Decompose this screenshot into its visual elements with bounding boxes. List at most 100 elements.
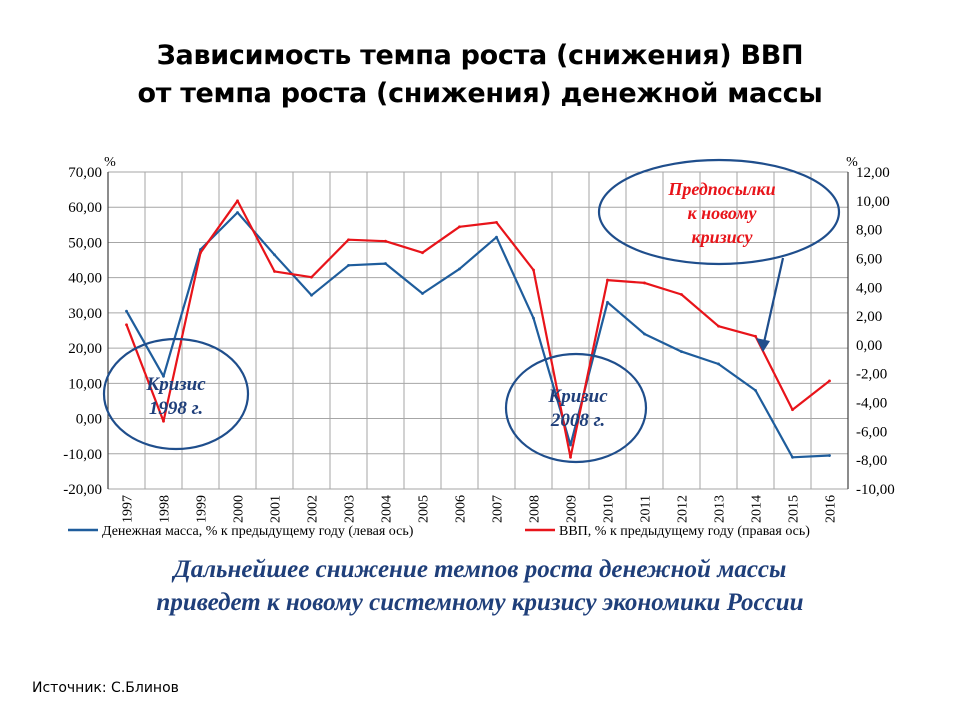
- x-tick-label: 2000: [232, 495, 247, 523]
- x-tick-label: 2011: [639, 495, 654, 522]
- gdp-point: [384, 239, 387, 243]
- x-tick-label: 2010: [602, 495, 617, 523]
- gdp-point: [458, 225, 461, 229]
- source-text: Источник: С.Блинов: [32, 680, 179, 696]
- gdp-point: [569, 455, 572, 459]
- money-supply-point: [791, 455, 794, 459]
- left-tick-label: -10,00: [63, 447, 102, 463]
- x-tick-label: 2014: [750, 495, 765, 523]
- right-tick-label: 4,00: [856, 280, 882, 296]
- money-supply-point: [125, 309, 128, 313]
- left-tick-label: 0,00: [76, 412, 102, 428]
- legend-label-money-supply: Денежная масса, % к предыдущему году (ле…: [102, 524, 414, 539]
- new-crisis-label-2: к новому: [687, 203, 757, 223]
- gdp-point: [125, 323, 128, 327]
- money-supply-point: [347, 263, 350, 267]
- left-axis-unit: %: [104, 155, 116, 170]
- right-tick-label: -6,00: [856, 424, 887, 440]
- gdp-point: [199, 251, 202, 255]
- gdp-point: [162, 419, 165, 423]
- money-supply-point: [458, 267, 461, 271]
- gdp-point: [236, 199, 239, 203]
- right-axis-unit: %: [846, 155, 858, 170]
- gdp-point: [717, 324, 720, 328]
- money-supply-point: [606, 300, 609, 304]
- right-tick-label: -2,00: [856, 367, 887, 383]
- left-tick-label: 40,00: [68, 271, 102, 287]
- right-tick-label: 8,00: [856, 223, 882, 239]
- x-tick-label: 2012: [676, 495, 691, 523]
- money-supply-point: [384, 262, 387, 265]
- money-supply-point: [828, 454, 831, 457]
- crisis-2008-label-2: 2008 г.: [550, 410, 605, 431]
- right-tick-label: 12,00: [856, 165, 890, 181]
- x-tick-label: 2007: [491, 495, 506, 523]
- money-supply-point: [310, 293, 313, 297]
- left-tick-label: 10,00: [68, 376, 102, 392]
- gdp-point: [754, 334, 757, 338]
- x-tick-label: 2004: [380, 495, 395, 523]
- money-supply-point: [273, 253, 276, 257]
- crisis-1998-label-2: 1998 г.: [149, 398, 203, 419]
- x-tick-label: 2002: [306, 495, 321, 523]
- gdp-point: [828, 379, 831, 383]
- new-crisis-label-1: Предпосылки: [667, 179, 775, 199]
- money-supply-point: [717, 362, 720, 366]
- x-tick-label: 1999: [195, 495, 210, 523]
- money-supply-point: [569, 443, 572, 447]
- conclusion-line-1: Дальнейшее снижение темпов роста денежно…: [173, 556, 787, 583]
- money-supply-point: [532, 316, 535, 320]
- right-tick-label: 2,00: [856, 309, 882, 325]
- right-tick-label: 6,00: [856, 251, 882, 267]
- right-tick-label: -4,00: [856, 396, 887, 412]
- money-supply-point: [421, 292, 424, 295]
- money-supply-point: [754, 388, 757, 392]
- x-tick-label: 2008: [528, 495, 543, 523]
- x-tick-label: 2003: [343, 495, 358, 523]
- legend-label-gdp: ВВП, % к предыдущему году (правая ось): [559, 524, 810, 539]
- left-tick-label: 30,00: [68, 306, 102, 322]
- x-tick-label: 2001: [269, 495, 284, 523]
- new-crisis-arrow-head: [756, 338, 770, 352]
- crisis-1998-oval: [102, 337, 250, 451]
- gdp-point: [310, 275, 313, 279]
- gdp-point: [532, 268, 535, 272]
- left-tick-label: 60,00: [68, 200, 102, 216]
- money-supply-point: [236, 211, 239, 214]
- new-crisis-label-3: кризису: [691, 227, 753, 247]
- x-tick-label: 2009: [565, 495, 580, 523]
- gdp-point: [421, 251, 424, 255]
- money-supply-point: [495, 235, 498, 239]
- gdp-point: [347, 238, 350, 242]
- conclusion-line-2: приведет к новому системному кризису эко…: [156, 589, 804, 616]
- money-supply-point: [162, 374, 165, 378]
- x-tick-label: 1997: [121, 495, 136, 523]
- right-tick-label: -10,00: [856, 482, 895, 498]
- left-tick-label: 20,00: [68, 341, 102, 357]
- new-crisis-oval: [597, 158, 841, 266]
- right-tick-label: 10,00: [856, 194, 890, 210]
- gdp-point: [273, 270, 276, 273]
- series-line-gdp: [125, 199, 831, 459]
- gdp-point: [495, 221, 498, 224]
- new-crisis-arrow-shaft: [761, 257, 785, 348]
- right-tick-label: -8,00: [856, 453, 887, 469]
- x-tick-label: 2005: [417, 495, 432, 523]
- series-line-money-supply: [125, 211, 830, 459]
- x-tick-label: 2015: [787, 495, 802, 523]
- x-tick-label: 2016: [824, 495, 839, 523]
- left-tick-label: 50,00: [68, 235, 102, 251]
- money-supply-point: [680, 350, 683, 354]
- gdp-point: [643, 281, 646, 285]
- left-tick-label: 70,00: [68, 165, 102, 181]
- gdp-point: [606, 278, 609, 282]
- gdp-point: [680, 293, 683, 296]
- gdp-point: [791, 408, 794, 412]
- crisis-1998-label-1: Кризис: [145, 374, 206, 395]
- title-line-1: Зависимость темпа роста (снижения) ВВП: [156, 40, 804, 71]
- title-line-2: от темпа роста (снижения) денежной массы: [137, 78, 823, 109]
- money-supply-point: [643, 332, 646, 336]
- chart: 70,00 60,00 50,00 40,00 30,00 20,00 10,00 0,00 -…: [63, 155, 895, 539]
- right-tick-label: 0,00: [856, 338, 882, 354]
- x-tick-label: 2006: [454, 495, 469, 523]
